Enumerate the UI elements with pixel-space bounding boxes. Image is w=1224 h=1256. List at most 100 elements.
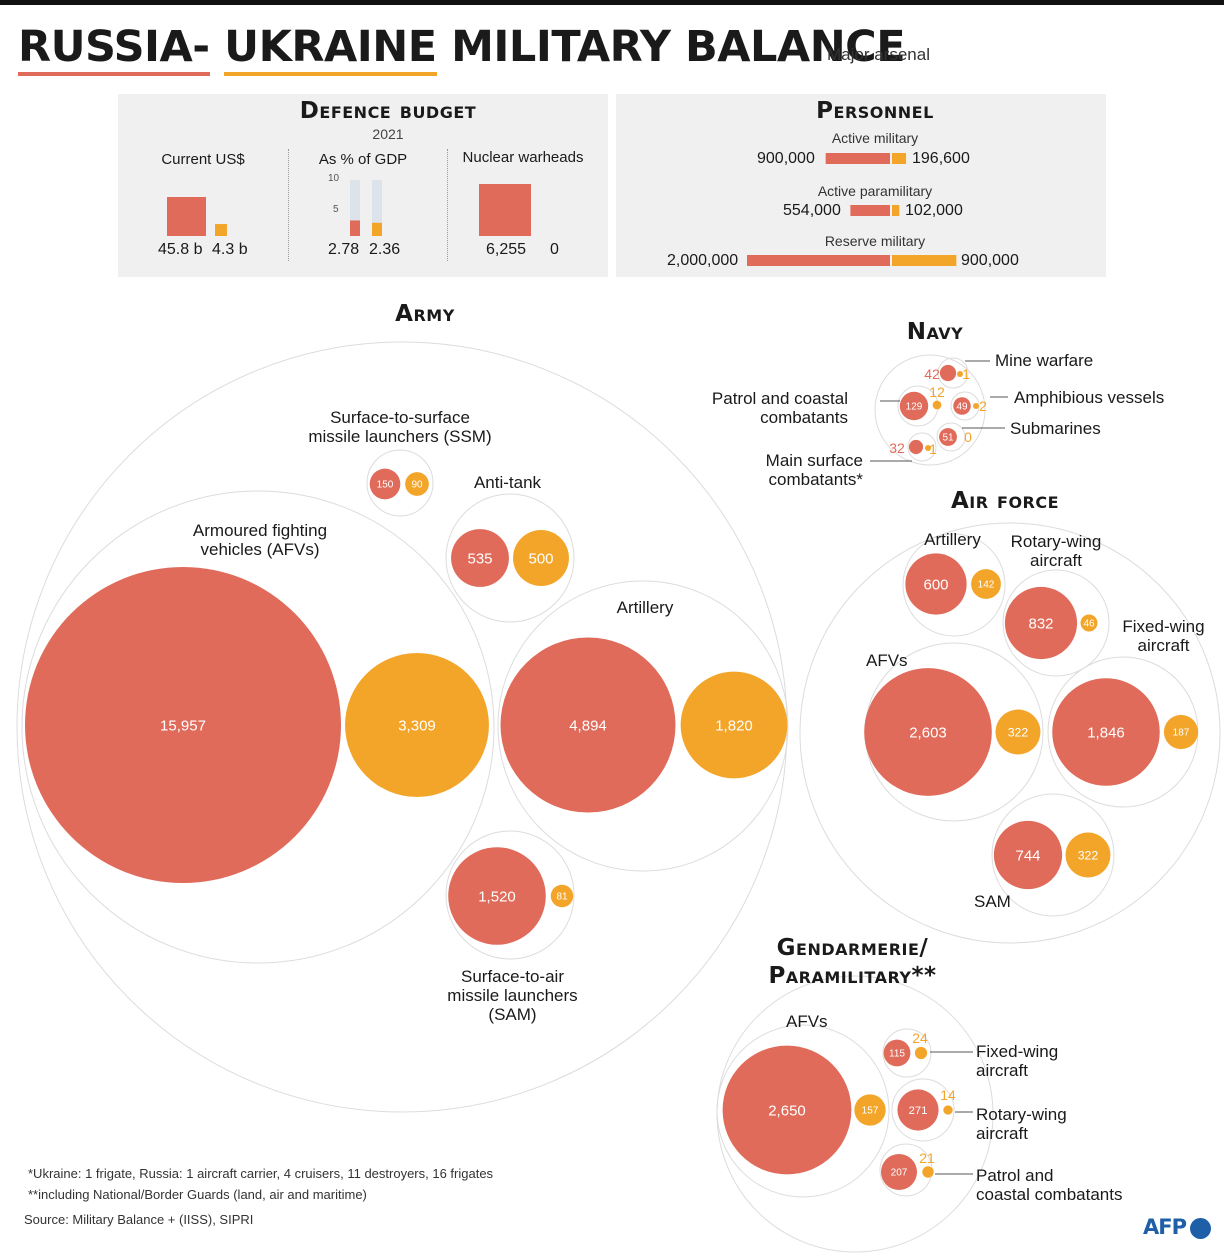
source-note: Source: Military Balance + (IISS), SIPRI (24, 1212, 254, 1227)
budget-russia-value: 45.8 b (158, 241, 203, 258)
nuclear-ukraine-value: 0 (550, 241, 559, 258)
ukraine-bubble (957, 371, 963, 377)
personnel-russia-bar (825, 153, 890, 164)
navy-mine-label: Mine warfare (995, 351, 1094, 370)
gdp-russia-value: 2.78 (328, 241, 360, 258)
ukraine-value-label: 500 (528, 550, 553, 567)
army-afv-label-1: Armoured fighting (192, 521, 328, 540)
army-at-ring (445, 493, 575, 623)
army-afv-ring (21, 490, 495, 964)
navy-outer-ring (874, 354, 986, 466)
russia-bubble (25, 567, 341, 883)
army-ssm-label-1: Surface-to-surface (330, 408, 470, 427)
navy-patrol-label-2: combatants (760, 408, 848, 427)
gendarmerie-afv-label: AFVs (786, 1012, 828, 1031)
russia-bubble (953, 397, 971, 415)
russia-value-label: 42 (924, 366, 940, 382)
ukraine-bubble (405, 472, 429, 496)
subtitle: Major arsenal (827, 45, 930, 64)
afp-logo-dot (1190, 1218, 1211, 1239)
russia-bubble (881, 1154, 917, 1190)
russia-bubble (897, 1089, 939, 1131)
divider (447, 149, 448, 261)
airforce-sam-ring (991, 793, 1115, 917)
gdp-tick-5: 5 (333, 204, 339, 215)
russia-value-label: 271 (909, 1105, 928, 1117)
nuclear-label: Nuclear warheads (462, 149, 584, 166)
russia-bubble (883, 1039, 911, 1067)
personnel-ukraine-bar (892, 153, 907, 164)
afp-logo: AFP (1143, 1215, 1187, 1239)
army-sam-label-1: Surface-to-air (461, 967, 564, 986)
reserve-military-russia: 2,000,000 (667, 252, 739, 269)
russia-bubble (993, 820, 1063, 890)
gdp-ukraine-track (372, 180, 382, 236)
russia-bubble (500, 637, 676, 813)
gendarmerie-patrol-label-1: Patrol and (976, 1166, 1054, 1185)
gdp-ukraine-bar (372, 222, 382, 236)
navy-main-label-1: Main surface (765, 451, 863, 470)
russia-bubble (448, 847, 546, 945)
russia-value-label: 832 (1028, 615, 1053, 632)
active-military-russia: 900,000 (757, 150, 815, 167)
active-military-label: Active military (831, 130, 919, 146)
ukraine-bubble (914, 1046, 928, 1060)
russia-value-label: 115 (889, 1049, 905, 1060)
ukraine-value-label: 187 (1173, 728, 1190, 739)
personnel-russia-bar (747, 255, 890, 266)
nuclear-russia-square (479, 184, 531, 236)
airforce-fixed-label-2: aircraft (1137, 636, 1190, 655)
budget-ukraine-value: 4.3 b (212, 241, 248, 258)
gendarmerie-fixed-label-2: aircraft (976, 1061, 1028, 1080)
budget-mini-charts (167, 180, 531, 236)
ukraine-bubble (854, 1094, 886, 1126)
gendarmerie-patrol-label-2: coastal combatants (976, 1185, 1123, 1204)
ukraine-bubble (1163, 714, 1199, 750)
russia-bubble (864, 668, 992, 796)
airforce-rotary-label-2: aircraft (1030, 551, 1082, 570)
ukraine-bubble (932, 400, 942, 410)
navy-mine-ring (937, 357, 969, 389)
ukraine-value-label: 14 (940, 1087, 956, 1103)
airforce-afv-label: AFVs (866, 651, 908, 670)
ukraine-value-label: 322 (1008, 725, 1029, 739)
ukraine-value-label: 21 (919, 1150, 935, 1166)
personnel-bars (747, 153, 957, 266)
ukraine-bubble (550, 884, 574, 908)
ukraine-value-label: 322 (1078, 848, 1099, 862)
ukraine-bubble (943, 1105, 953, 1115)
airforce-art-label: Artillery (924, 530, 981, 549)
airforce-heading: Air force (950, 488, 1060, 514)
personnel-panel: Personnel Active military Active paramil… (616, 94, 1106, 277)
russia-value-label: 207 (891, 1168, 908, 1179)
page-title: RUSSIA- UKRAINE MILITARY BALANCE (18, 22, 906, 76)
army-sam-ring (445, 830, 575, 960)
defence-budget-panel: Defence budget 2021 Current US$ As % of … (118, 94, 608, 277)
army-ssm-label-2: missile launchers (SSM) (308, 427, 492, 446)
russia-value-label: 535 (467, 550, 492, 567)
ukraine-value-label: 1,820 (715, 717, 753, 734)
airforce-rotary-label-1: Rotary-wing (1010, 532, 1102, 551)
army-at-label: Anti-tank (473, 473, 542, 492)
nuclear-russia-value: 6,255 (486, 241, 527, 258)
ukraine-bubble (513, 530, 569, 586)
reserve-military-ukraine: 900,000 (961, 252, 1019, 269)
gdp-label: As % of GDP (318, 151, 408, 168)
budget-year: 2021 (372, 126, 404, 142)
gendarmerie-rotary-label-1: Rotary-wing (976, 1105, 1067, 1124)
russia-value-label: 1,846 (1087, 724, 1125, 741)
gendarmerie-heading-2: Paramilitary** (768, 963, 937, 989)
russia-bubble (1004, 586, 1078, 660)
army-sam-label-3: (SAM) (488, 1005, 537, 1024)
active-paramilitary-russia: 554,000 (783, 202, 841, 219)
army-afv-label-2: vehicles (AFVs) (200, 540, 320, 559)
footnote-1: *Ukraine: 1 frigate, Russia: 1 aircraft … (28, 1166, 494, 1181)
russia-bubble (899, 391, 929, 421)
russia-value-label: 129 (906, 402, 923, 413)
russia-value-label: 2,650 (768, 1102, 806, 1119)
russia-bubble (451, 529, 509, 587)
airforce-sam-label: SAM (974, 892, 1011, 911)
ukraine-value-label: 81 (556, 892, 568, 903)
navy-sub-label: Submarines (1010, 419, 1101, 438)
